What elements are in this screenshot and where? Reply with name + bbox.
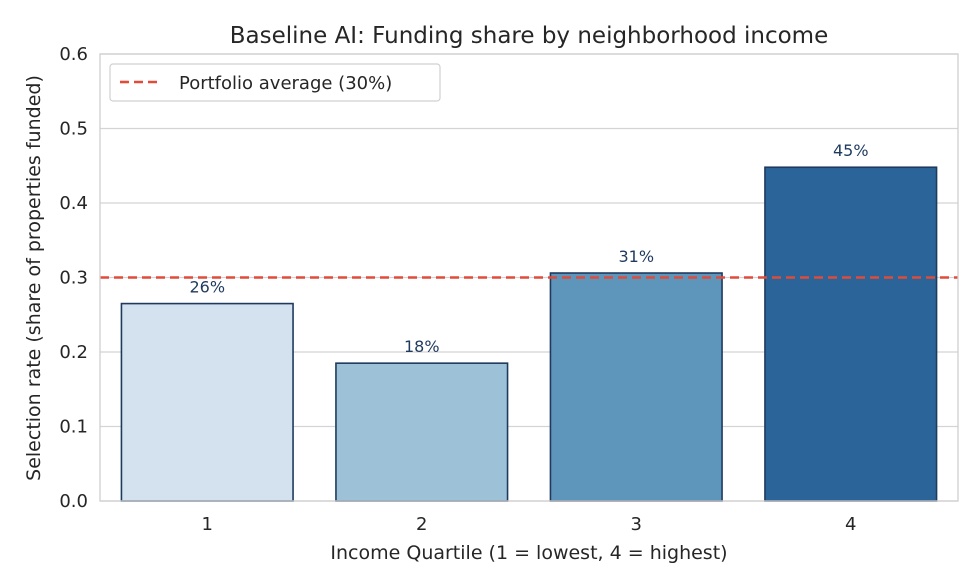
x-tick-label: 4 [845, 514, 856, 535]
x-tick-label: 1 [202, 514, 213, 535]
legend-box [109, 63, 441, 102]
y-tick-label: 0.6 [59, 44, 88, 65]
bar-quartile-3 [549, 272, 723, 502]
legend-label: Portfolio average (30%) [179, 73, 392, 94]
chart-title: Baseline AI: Funding share by neighborho… [230, 23, 828, 49]
bar-data-label: 45% [833, 141, 869, 160]
y-tick-label: 0.0 [59, 491, 88, 512]
data-label-layer: 26% 18% 31% 45% [189, 141, 868, 356]
bar-data-label: 18% [404, 337, 440, 356]
x-axis-label: Income Quartile (1 = lowest, 4 = highest… [330, 542, 727, 564]
y-tick-label: 0.4 [59, 193, 88, 214]
bar-data-label: 31% [618, 247, 654, 266]
plot-frame [99, 53, 959, 502]
y-tick-label: 0.3 [59, 268, 88, 289]
bar-quartile-1 [120, 302, 294, 502]
bar-quartile-4 [764, 166, 938, 502]
y-axis-label: Selection rate (share of properties fund… [23, 75, 45, 481]
y-tick-label: 0.5 [59, 119, 88, 140]
x-tick-label: 3 [631, 514, 642, 535]
y-tick-label: 0.1 [59, 417, 88, 438]
bar-data-label: 26% [189, 278, 225, 297]
x-tick-label: 2 [416, 514, 427, 535]
tick-layer: 0.0 0.1 0.2 0.3 0.4 0.5 0.6 1 2 3 4 [59, 44, 856, 535]
bar-quartile-2 [335, 362, 509, 502]
y-tick-label: 0.2 [59, 342, 88, 363]
legend: Portfolio average (30%) [109, 63, 441, 102]
bar-layer [120, 166, 938, 502]
